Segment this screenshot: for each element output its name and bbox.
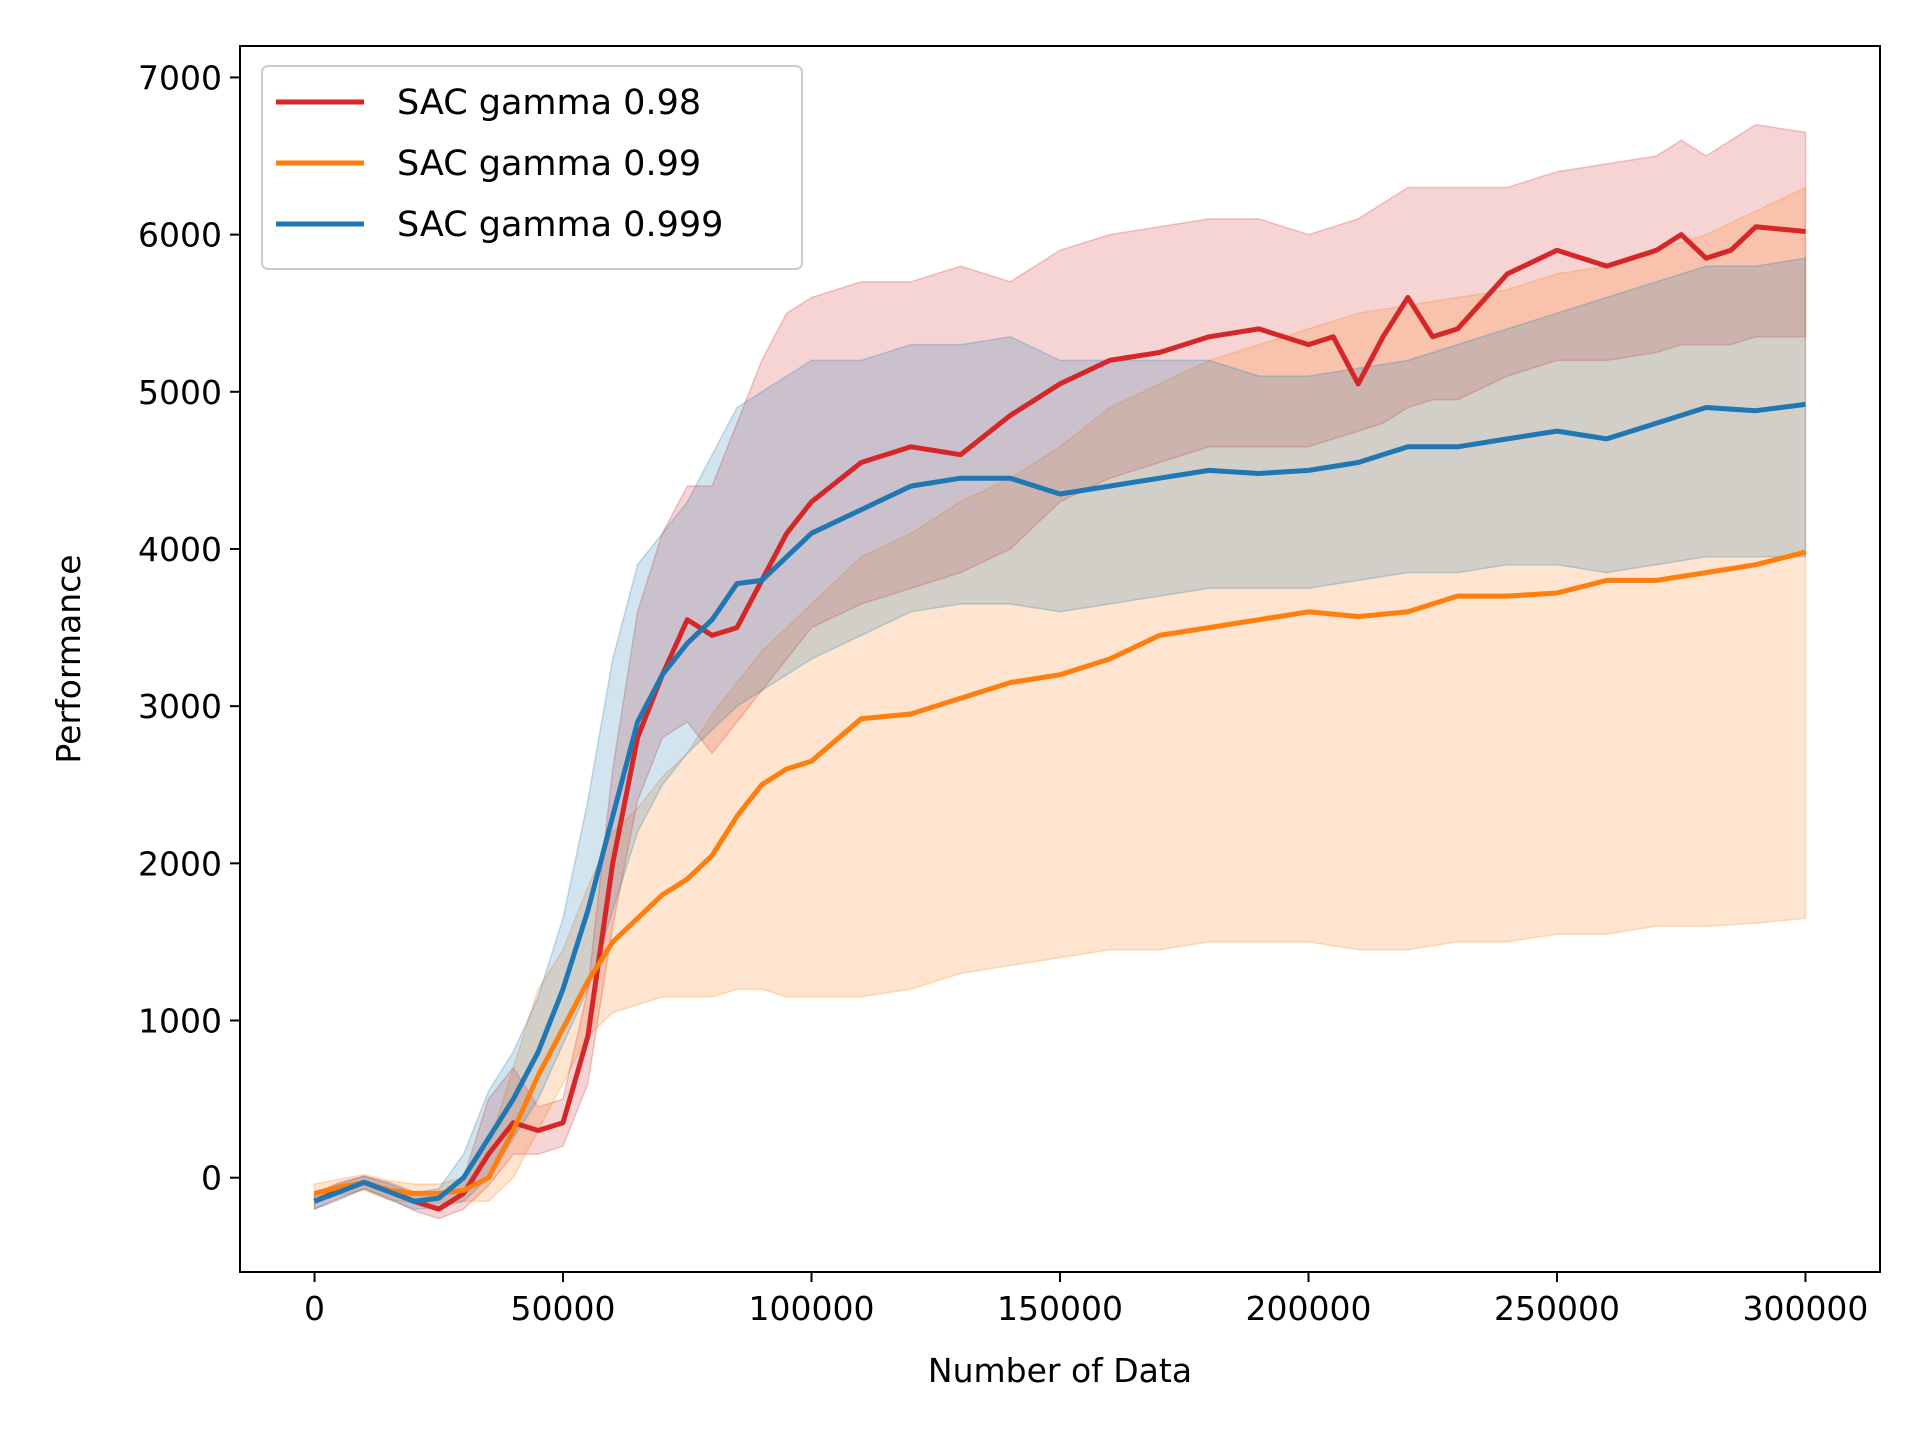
legend-label-2: SAC gamma 0.999 bbox=[397, 205, 723, 245]
y-tick-label: 1000 bbox=[138, 1002, 222, 1041]
x-tick-label: 300000 bbox=[1742, 1289, 1868, 1328]
x-tick-label: 100000 bbox=[749, 1289, 875, 1328]
series-lines bbox=[313, 224, 1807, 1212]
legend-box bbox=[261, 65, 803, 270]
series-line-1 bbox=[313, 549, 1807, 1196]
x-tick-label: 50000 bbox=[511, 1289, 616, 1328]
legend: SAC gamma 0.98 SAC gamma 0.99 SAC gamma 0.… bbox=[261, 65, 803, 270]
legend-label-0: SAC gamma 0.98 bbox=[397, 83, 701, 123]
y-tick-label: 0 bbox=[201, 1159, 222, 1198]
x-tick-label: 0 bbox=[304, 1289, 325, 1328]
x-tick-label: 200000 bbox=[1245, 1289, 1371, 1328]
y-tick-label: 3000 bbox=[138, 687, 222, 726]
legend-label-1: SAC gamma 0.99 bbox=[397, 144, 701, 184]
y-tick-label: 4000 bbox=[138, 530, 222, 569]
y-tick-label: 5000 bbox=[138, 373, 222, 412]
y-tick-label: 7000 bbox=[138, 58, 222, 97]
series-band-2 bbox=[313, 257, 1807, 1211]
series-band-0 bbox=[313, 123, 1807, 1220]
x-axis-title: Number of Data bbox=[928, 1351, 1192, 1390]
x-tick-label: 250000 bbox=[1494, 1289, 1620, 1328]
x-tick-label: 150000 bbox=[997, 1289, 1123, 1328]
series-band-1 bbox=[313, 186, 1807, 1204]
y-axis: 0 1000 2000 3000 4000 5000 6000 7000 bbox=[138, 58, 240, 1198]
y-axis-title: Performance bbox=[49, 554, 88, 763]
y-tick-label: 6000 bbox=[138, 216, 222, 255]
y-tick-label: 2000 bbox=[138, 844, 222, 883]
series-line-0 bbox=[313, 224, 1806, 1212]
x-axis: 0 50000 100000 150000 200000 250000 300000 bbox=[304, 1272, 1868, 1328]
series-line-2 bbox=[313, 401, 1806, 1204]
confidence-bands bbox=[313, 123, 1807, 1220]
